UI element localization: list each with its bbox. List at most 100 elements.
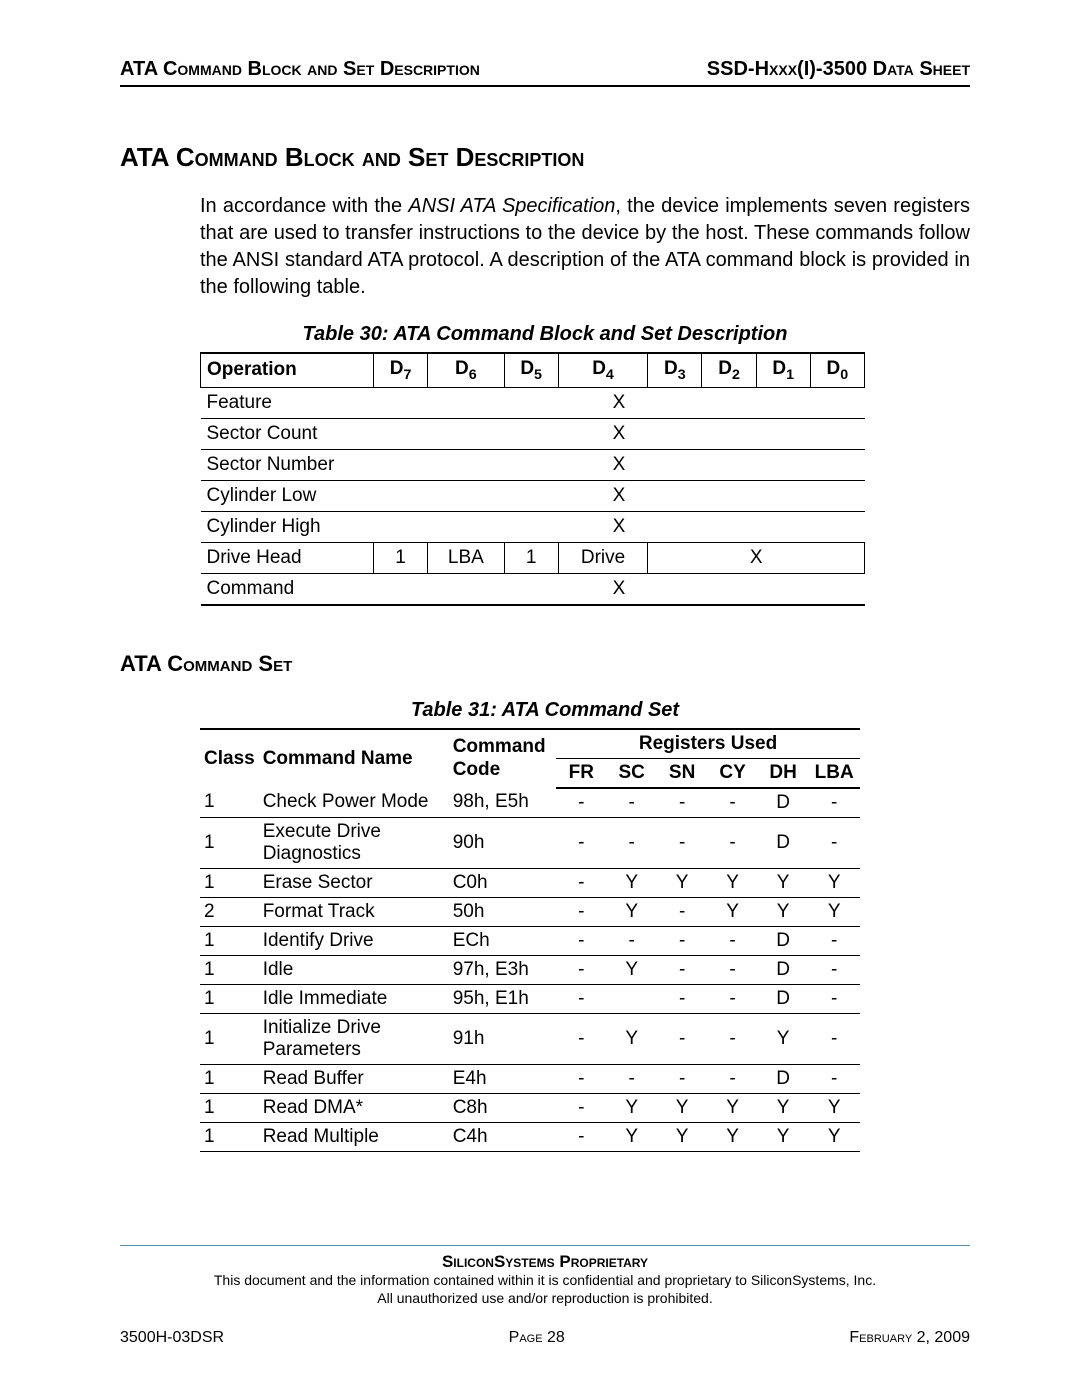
- t31-cell: 1: [200, 1093, 259, 1122]
- t31-cell: -: [606, 926, 656, 955]
- header-right: SSD-Hxxx(I)-3500 Data Sheet: [707, 58, 970, 81]
- t30-d1: D1: [756, 353, 810, 387]
- t30-op: Operation: [201, 353, 374, 387]
- t31-cell: Y: [707, 1093, 757, 1122]
- t30-cell: Sector Number: [201, 449, 374, 480]
- t31-cell: -: [556, 1013, 606, 1064]
- t31-cell: Check Power Mode: [259, 788, 449, 818]
- t31-cell: D: [758, 926, 809, 955]
- t31-h-sn: SN: [657, 758, 707, 788]
- t31-cell: -: [808, 955, 860, 984]
- t31-cell: -: [707, 926, 757, 955]
- t31-cell: -: [657, 1064, 707, 1093]
- t30-cell: Feature: [201, 387, 374, 418]
- t31-cell: -: [808, 926, 860, 955]
- para-ital: ANSI ATA Specification: [408, 195, 615, 217]
- t30-d3: D3: [648, 353, 702, 387]
- t31-cell: Execute Drive Diagnostics: [259, 817, 449, 868]
- footer-row: 3500H-03DSR Page 28 February 2, 2009: [120, 1329, 970, 1347]
- t31-row: 1Idle Immediate95h, E1h---D-: [200, 984, 860, 1013]
- t31-cell: Y: [758, 1093, 809, 1122]
- t31-cell: -: [808, 984, 860, 1013]
- t31-cell: Y: [606, 1093, 656, 1122]
- t31-cell: -: [808, 1013, 860, 1064]
- subsection-title: ATA Command Set: [120, 651, 970, 677]
- t30-cell: X: [374, 387, 865, 418]
- t31-cell: 90h: [449, 817, 556, 868]
- t31-cell: 1: [200, 984, 259, 1013]
- t31-cell: E4h: [449, 1064, 556, 1093]
- header-left: ATA Command Block and Set Description: [120, 58, 480, 81]
- t30-cell: Cylinder High: [201, 511, 374, 542]
- t31-row: 1Idle97h, E3h-Y--D-: [200, 955, 860, 984]
- t31-cell: -: [707, 1064, 757, 1093]
- table30-caption: Table 30: ATA Command Block and Set Desc…: [120, 323, 970, 346]
- t31-cell: -: [606, 817, 656, 868]
- t31-cell: Y: [758, 1122, 809, 1151]
- t31-row: 1Erase SectorC0h-YYYYY: [200, 868, 860, 897]
- t31-cell: -: [556, 897, 606, 926]
- t30-row: FeatureX: [201, 387, 865, 418]
- t30-cell: Sector Count: [201, 418, 374, 449]
- t31-cell: 95h, E1h: [449, 984, 556, 1013]
- t31-cell: 1: [200, 1122, 259, 1151]
- footer-right: February 2, 2009: [849, 1329, 970, 1347]
- t31-cell: Initialize Drive Parameters: [259, 1013, 449, 1064]
- t31-cell: Erase Sector: [259, 868, 449, 897]
- t31-cell: -: [556, 1122, 606, 1151]
- t31-cell: -: [657, 984, 707, 1013]
- t31-cell: 97h, E3h: [449, 955, 556, 984]
- t31-cell: -: [657, 1013, 707, 1064]
- t30-cell: X: [374, 480, 865, 511]
- t31-cell: -: [707, 788, 757, 818]
- t30-d5: D5: [504, 353, 558, 387]
- t31-cell: 98h, E5h: [449, 788, 556, 818]
- t30-cell: Cylinder Low: [201, 480, 374, 511]
- t31-cell: -: [657, 788, 707, 818]
- t31-cell: ECh: [449, 926, 556, 955]
- t31-cell: 1: [200, 1064, 259, 1093]
- t31-cell: Identify Drive: [259, 926, 449, 955]
- t30-cell: 1: [504, 542, 558, 573]
- t30-row-drivehead: Drive Head 1 LBA 1 Drive X: [201, 542, 865, 573]
- footer-center: Page 28: [509, 1329, 565, 1347]
- t31-cell: -: [556, 817, 606, 868]
- t31-cell: Read Buffer: [259, 1064, 449, 1093]
- t31-cell: -: [707, 1013, 757, 1064]
- t30-cell: X: [648, 542, 865, 573]
- t31-cell: -: [808, 817, 860, 868]
- t31-cell: 1: [200, 1013, 259, 1064]
- t31-h-name: Command Name: [259, 729, 449, 788]
- t31-cell: Y: [758, 1013, 809, 1064]
- t31-h-fr: FR: [556, 758, 606, 788]
- t31-cell: 2: [200, 897, 259, 926]
- t31-cell: Y: [657, 868, 707, 897]
- t31-cell: C4h: [449, 1122, 556, 1151]
- para-pre: In accordance with the: [200, 195, 408, 217]
- table30-header: Operation D7 D6 D5 D4 D3 D2 D1 D0: [201, 353, 865, 387]
- t31-cell: D: [758, 788, 809, 818]
- t31-h-lba: LBA: [808, 758, 860, 788]
- t31-cell: 1: [200, 955, 259, 984]
- t31-cell: [606, 984, 656, 1013]
- table31: Class Command Name CommandCode Registers…: [200, 728, 860, 1152]
- t31-cell: -: [707, 984, 757, 1013]
- t31-row: 1Execute Drive Diagnostics90h----D-: [200, 817, 860, 868]
- t31-cell: Y: [606, 868, 656, 897]
- t31-cell: D: [758, 1064, 809, 1093]
- t30-cell: X: [374, 418, 865, 449]
- t30-row: CommandX: [201, 573, 865, 605]
- footer-rule: [120, 1245, 970, 1246]
- t31-row: 1Initialize Drive Parameters91h-Y--Y-: [200, 1013, 860, 1064]
- t31-cell: -: [707, 955, 757, 984]
- t31-cell: Y: [808, 897, 860, 926]
- t31-cell: C0h: [449, 868, 556, 897]
- page-header: ATA Command Block and Set Description SS…: [120, 58, 970, 87]
- footer-conf1: This document and the information contai…: [120, 1272, 970, 1290]
- t31-cell: -: [556, 1093, 606, 1122]
- t30-row: Cylinder LowX: [201, 480, 865, 511]
- table31-caption: Table 31: ATA Command Set: [120, 699, 970, 722]
- t30-cell: Drive Head: [201, 542, 374, 573]
- footer-left: 3500H-03DSR: [120, 1329, 224, 1347]
- t30-cell: X: [374, 511, 865, 542]
